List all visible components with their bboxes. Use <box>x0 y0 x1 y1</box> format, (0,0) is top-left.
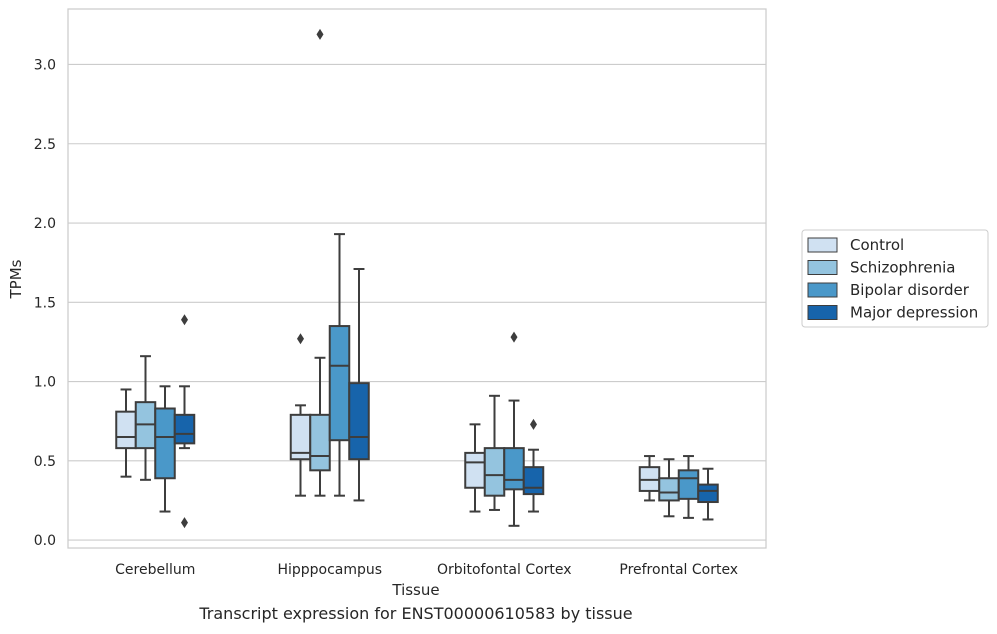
box-body <box>309 413 331 472</box>
x-tick-label: Cerebellum <box>115 562 195 578</box>
box-body <box>173 413 196 445</box>
box-body <box>115 410 137 450</box>
y-tick-label: 2.5 <box>34 137 56 153</box>
outlier-point <box>510 331 518 343</box>
box-body <box>658 477 680 502</box>
outlier-point <box>181 314 188 326</box>
legend-swatch <box>807 237 838 253</box>
y-tick-label: 1.5 <box>34 295 56 311</box>
box-body <box>483 447 506 497</box>
box-major-depression <box>697 467 719 521</box>
y-tick-label: 2.0 <box>34 216 56 232</box>
legend: Control Schizophrenia Bipolar disorder Majo… <box>801 229 989 328</box>
outlier-point <box>316 28 324 40</box>
x-tick-label: Hipppocampus <box>277 562 382 578</box>
box-control <box>638 455 661 502</box>
legend-swatch <box>807 282 838 298</box>
x-tick-labels: Cerebellum Hipppocampus Orbitofontal Corte… <box>115 562 738 578</box>
box-body <box>697 483 719 504</box>
outlier-point <box>181 517 188 529</box>
box-body <box>503 447 525 491</box>
box-body <box>677 469 700 500</box>
box-bipolar-disorder <box>503 331 525 527</box>
box-bipolar-disorder <box>328 233 351 497</box>
y-tick-labels: 0.0 0.5 1.0 1.5 2.0 2.5 3.0 <box>34 57 56 549</box>
x-axis-title: Tissue <box>391 581 439 599</box>
x-tick-label: Prefrontal Cortex <box>619 562 738 578</box>
outlier-point <box>530 418 537 430</box>
box-major-depression <box>173 314 196 529</box>
box-control <box>464 423 486 513</box>
box-bipolar-disorder <box>677 455 700 519</box>
box-schizophrenia <box>309 28 331 497</box>
box-bipolar-disorder <box>154 385 176 513</box>
legend-swatch <box>807 305 838 320</box>
outlier-point <box>297 333 304 345</box>
box-body <box>328 325 351 442</box>
plot-frame <box>67 8 767 549</box>
box-control <box>115 388 137 478</box>
box-body <box>522 466 545 496</box>
legend-label: Schizophrenia <box>850 259 955 277</box>
legend-label: Control <box>850 236 904 254</box>
y-tick-label: 1.0 <box>34 375 56 391</box>
box-body <box>348 382 370 461</box>
y-tick-label: 0.5 <box>34 454 56 470</box>
legend-swatch <box>807 260 838 275</box>
box-body <box>464 451 486 489</box>
legend-label: Major depression <box>850 304 978 322</box>
legend-label: Bipolar disorder <box>850 281 970 299</box>
y-gridlines <box>68 63 766 541</box>
box-schizophrenia <box>483 394 506 511</box>
box-body <box>154 407 176 480</box>
figure-caption: Transcript expression for ENST0000061058… <box>199 604 633 623</box>
y-axis-title: TPMs <box>7 259 25 299</box>
legend-frame <box>801 229 989 328</box>
x-tick-label: Orbitofontal Cortex <box>437 562 572 578</box>
y-tick-label: 0.0 <box>34 533 56 549</box>
y-tick-label: 3.0 <box>34 57 56 73</box>
box-control <box>289 333 312 497</box>
box-major-depression <box>522 418 545 513</box>
box-schizophrenia <box>658 458 680 518</box>
box-major-depression <box>348 267 370 502</box>
box-series <box>115 28 719 529</box>
